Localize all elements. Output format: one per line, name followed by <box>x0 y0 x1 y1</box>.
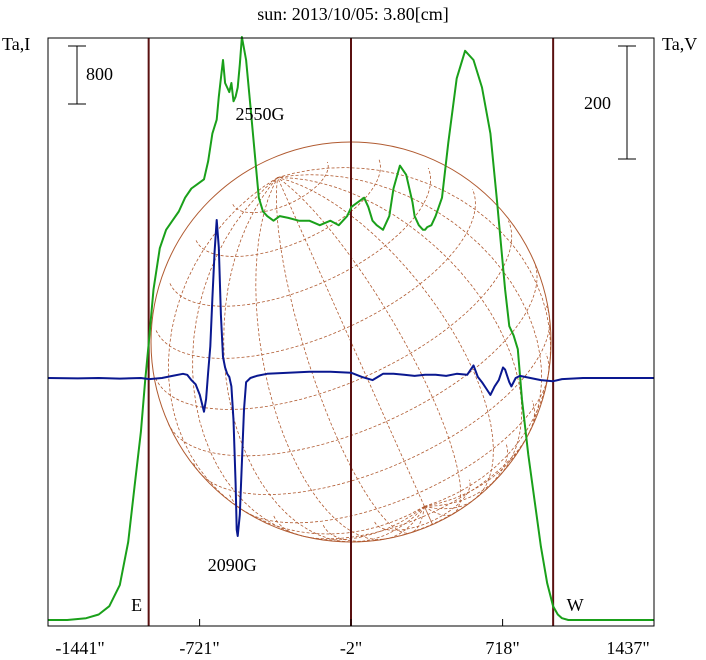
longitude-line <box>277 174 542 507</box>
x-tick-label: -2" <box>340 638 362 658</box>
x-tick-label: -1441" <box>55 638 104 658</box>
polarization-series-line <box>47 219 654 537</box>
chart-title: sun: 2013/10/05: 3.80[cm] <box>257 4 449 24</box>
west-limb-label: W <box>567 595 584 615</box>
x-axis-ticks: -1441" -721" -2" 718" 1437" <box>47 619 655 658</box>
longitude-line <box>192 177 425 541</box>
east-limb-label: E <box>131 595 142 615</box>
series-lines <box>47 36 654 621</box>
longitude-line <box>277 177 523 507</box>
intensity-series-line <box>48 36 654 621</box>
field-strength-label: 2550G <box>236 104 285 124</box>
longitude-line <box>168 177 425 535</box>
left-scale-bar <box>68 45 86 105</box>
longitude-line <box>277 177 433 525</box>
x-tick-label: 1437" <box>606 638 649 658</box>
x-tick-label: 718" <box>485 638 519 658</box>
longitude-line <box>277 177 462 516</box>
latitude-line <box>193 305 551 495</box>
longitude-line <box>223 177 425 543</box>
field-strength-label: 2090G <box>208 555 257 575</box>
left-scale-bar-label: 800 <box>86 64 113 84</box>
solar-disk-grid <box>150 141 552 543</box>
latitude-line <box>155 188 476 359</box>
latitude-line <box>229 353 550 524</box>
left-axis-label: Ta,I <box>2 34 30 54</box>
x-tick-label: -721" <box>179 638 219 658</box>
annotation-labels: 800 200 2550G 2090G E W <box>86 64 611 615</box>
right-scale-bar-label: 200 <box>584 93 611 113</box>
disk-edge-lines <box>147 38 555 626</box>
right-scale-bar <box>618 45 636 160</box>
right-axis-label: Ta,V <box>662 34 697 54</box>
longitude-line <box>255 177 425 540</box>
longitude-line <box>275 177 425 534</box>
lat-long-grid <box>155 158 551 543</box>
scale-bars <box>68 45 636 160</box>
